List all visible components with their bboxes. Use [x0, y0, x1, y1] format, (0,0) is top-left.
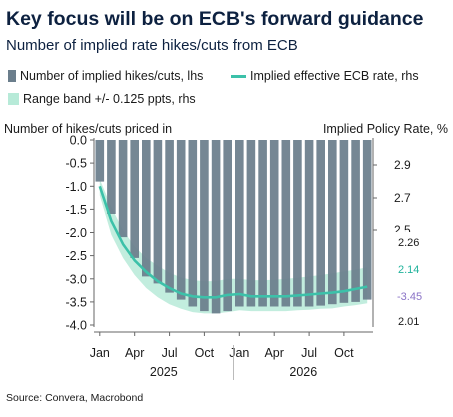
bar: [269, 140, 279, 307]
bar: [235, 140, 244, 307]
bar: [246, 140, 256, 307]
bar: [281, 140, 291, 307]
left-tick-label: -0.5: [65, 157, 87, 171]
left-tick-label: -2.0: [65, 226, 87, 240]
x-tick-label: Jul: [162, 346, 178, 360]
legend-swatch-line: [231, 74, 246, 78]
right-tick-label: 2.9: [394, 158, 411, 172]
axis-break-mask: [380, 232, 420, 237]
right-axis-title: Implied Policy Rate, %: [323, 122, 448, 136]
bar: [362, 140, 372, 300]
chart-title: Key focus will be on ECB's forward guida…: [6, 8, 424, 30]
bar: [258, 140, 267, 307]
legend-label-bars: Number of implied hikes/cuts, lhs: [20, 69, 204, 83]
bar: [188, 140, 198, 307]
bars-layer: [95, 140, 372, 314]
right-tick-label: 2.26: [398, 237, 419, 249]
legend-swatch-bars: [8, 70, 16, 82]
legend-swatch-band: [8, 93, 19, 105]
bar: [153, 140, 163, 284]
left-tick-label: -3.0: [65, 272, 87, 286]
bar: [118, 140, 128, 238]
bar: [316, 140, 325, 306]
bar: [328, 140, 337, 305]
line-value-label: 2.14: [398, 264, 419, 276]
bar: [200, 140, 209, 312]
left-tick-label: -3.5: [65, 295, 87, 309]
left-axis-title: Number of hikes/cuts priced in: [4, 122, 172, 136]
year-label: 2026: [289, 365, 317, 379]
bar: [95, 140, 105, 182]
bar: [223, 140, 232, 312]
right-tick-label: 2.7: [394, 191, 411, 205]
rate-line: [98, 185, 368, 299]
bar: [107, 140, 116, 214]
right-tick-label: 2.01: [398, 316, 419, 328]
left-tick-label: -2.5: [65, 249, 87, 263]
bar: [165, 140, 174, 293]
chart-subtitle: Number of implied rate hikes/cuts from E…: [6, 37, 298, 54]
x-tick-label: Apr: [264, 346, 283, 360]
x-tick-label: Jan: [90, 346, 110, 360]
source-note: Source: Convera, Macrobond: [6, 392, 144, 404]
legend-item-band: Range band +/- 0.125 ppts, rhs: [8, 92, 196, 106]
x-tick-label: Apr: [125, 346, 144, 360]
axes-layer: 0.0 -0.5 -1.0 -1.5 -2.0 -2.5 -3.0 -3.5 -4.0 2.9 2.…: [65, 134, 422, 380]
year-label: 2025: [150, 365, 178, 379]
bar: [293, 140, 302, 307]
left-tick-label: -1.0: [65, 180, 87, 194]
left-tick-label: 0.0: [70, 134, 87, 148]
x-tick-label: Oct: [195, 346, 215, 360]
legend-label-band: Range band +/- 0.125 ppts, rhs: [23, 92, 196, 106]
bar: [304, 140, 314, 307]
x-tick-label: Oct: [334, 346, 354, 360]
bar: [339, 140, 349, 303]
legend-item-bars: Number of implied hikes/cuts, lhs: [8, 69, 203, 83]
legend-label-line: Implied effective ECB rate, rhs: [250, 69, 419, 83]
legend-item-line: Implied effective ECB rate, rhs: [231, 69, 419, 83]
left-tick-label: -1.5: [65, 203, 87, 217]
bar: [130, 140, 139, 258]
x-tick-label: Jul: [301, 346, 317, 360]
bar-value-label: -3.45: [397, 291, 422, 303]
bar: [351, 140, 360, 302]
bar: [142, 140, 151, 277]
bar: [176, 140, 186, 300]
left-tick-label: -4.0: [65, 319, 87, 333]
rate-line-layer: [98, 185, 368, 299]
x-tick-label: Jan: [229, 346, 249, 360]
bar: [211, 140, 221, 314]
